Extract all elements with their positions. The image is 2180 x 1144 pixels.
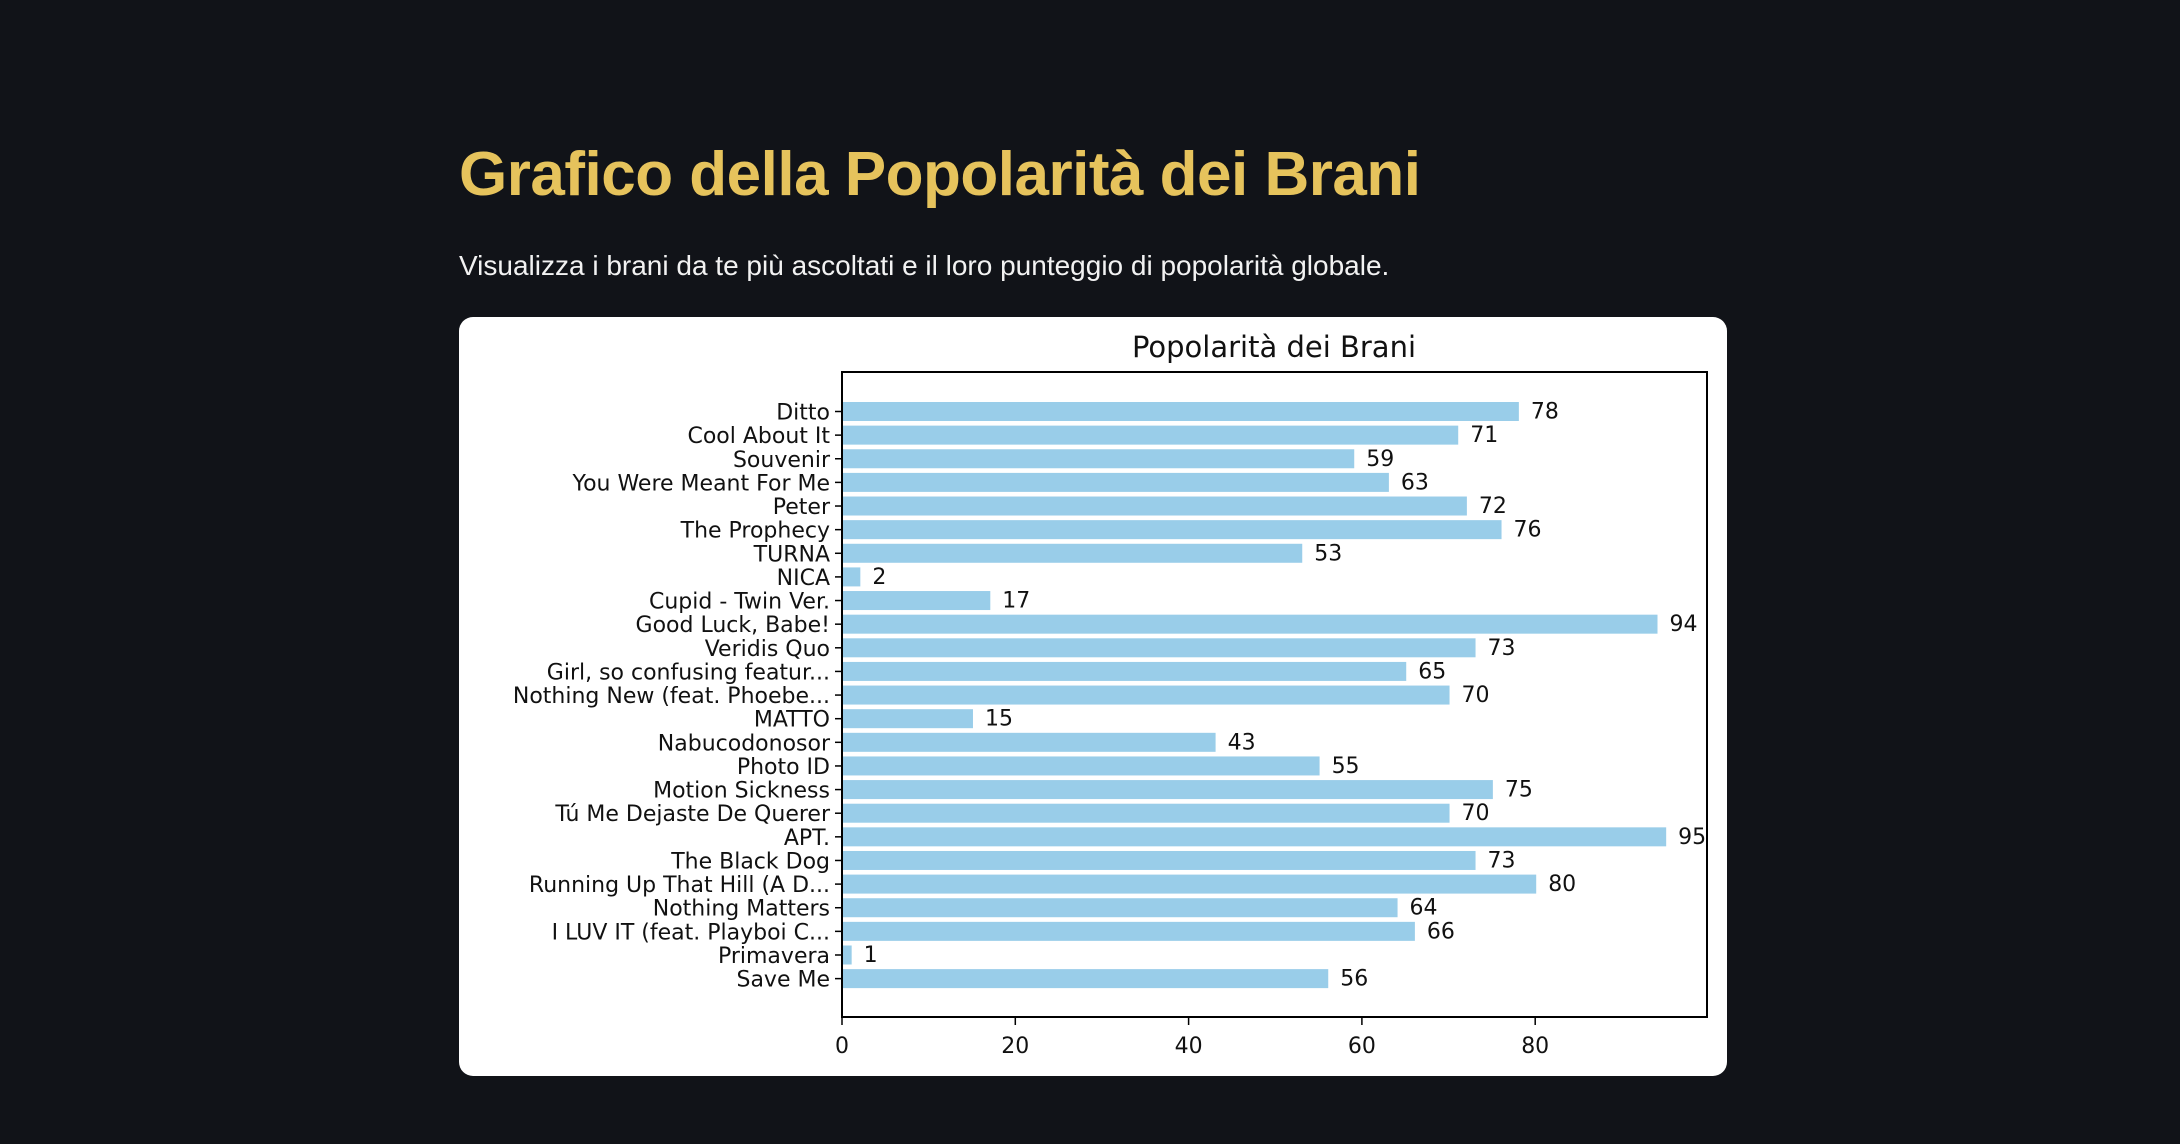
value-label: 72	[1479, 494, 1507, 519]
value-label: 94	[1670, 612, 1698, 637]
value-label: 70	[1462, 683, 1490, 708]
y-tick-label: The Prophecy	[680, 519, 830, 544]
value-label: 2	[872, 565, 886, 590]
bar	[843, 898, 1398, 918]
y-tick-label: Primavera	[718, 944, 830, 969]
value-label: 59	[1366, 447, 1394, 472]
bar	[843, 425, 1459, 445]
value-label: 70	[1462, 801, 1490, 826]
value-label: 64	[1410, 896, 1438, 921]
y-tick-label: Veridis Quo	[705, 637, 830, 662]
y-tick-label: Cool About It	[687, 424, 830, 449]
y-tick-label: Nabucodonosor	[658, 731, 831, 756]
y-tick-label: Good Luck, Babe!	[636, 613, 830, 638]
bar	[843, 543, 1303, 563]
value-labels: 78 71 59 63 72 76 53 2 17 94 73 65 70 15 43 55 75 70 95 73 8…	[864, 400, 1707, 992]
bar	[843, 732, 1216, 752]
value-label: 71	[1470, 423, 1498, 448]
y-tick-label: Peter	[773, 495, 831, 520]
value-label: 43	[1228, 730, 1256, 755]
bar	[843, 520, 1502, 540]
y-tick-label: The Black Dog	[670, 849, 830, 874]
bar	[843, 614, 1658, 634]
bar	[843, 756, 1320, 776]
value-label: 15	[985, 707, 1013, 732]
value-label: 63	[1401, 470, 1429, 495]
bar	[843, 567, 861, 587]
chart-card: Popolarità dei Brani Ditto Cool About It S…	[459, 317, 1727, 1076]
value-label: 65	[1418, 659, 1446, 684]
value-label: 73	[1488, 848, 1516, 873]
bars-group	[843, 402, 1667, 989]
value-label: 75	[1505, 778, 1533, 803]
bar	[843, 496, 1467, 516]
y-tick-label: Tú Me Dejaste De Querer	[554, 802, 831, 827]
bar	[843, 449, 1355, 469]
x-tick-label: 40	[1175, 1034, 1203, 1059]
plot-frame	[841, 371, 1708, 1018]
bar	[843, 850, 1476, 870]
bar	[843, 709, 973, 729]
bar	[843, 803, 1450, 823]
value-label: 1	[864, 943, 878, 968]
y-tick-label: Ditto	[776, 401, 830, 426]
bar	[843, 402, 1519, 421]
y-tick-label: APT.	[784, 826, 830, 851]
y-tick-label: Photo ID	[737, 755, 830, 780]
x-tick-label: 80	[1521, 1034, 1549, 1059]
bar	[843, 472, 1389, 492]
page-subtitle: Visualizza i brani da te più ascoltati e…	[459, 250, 1390, 281]
value-label: 53	[1314, 541, 1342, 566]
value-label: 78	[1531, 400, 1559, 425]
value-label: 95	[1678, 825, 1706, 850]
bar	[843, 921, 1415, 941]
y-tick-label: Nothing New (feat. Phoebe...	[513, 684, 830, 709]
y-tick-label: Nothing Matters	[653, 897, 830, 922]
bar	[843, 591, 991, 611]
y-tick-label: Souvenir	[733, 448, 831, 473]
bar	[843, 874, 1537, 894]
y-tick-label: TURNA	[753, 542, 830, 567]
x-tick-label: 60	[1348, 1034, 1376, 1059]
y-tick-label: I LUV IT (feat. Playboi C...	[552, 920, 830, 945]
value-label: 56	[1340, 967, 1368, 992]
y-tick-label: Motion Sickness	[653, 779, 830, 804]
y-tick-label: Save Me	[736, 968, 830, 993]
bar	[843, 969, 1329, 989]
bar	[843, 780, 1493, 800]
value-label: 80	[1548, 872, 1576, 897]
x-tick-label: 0	[835, 1034, 849, 1059]
x-tick-label: 20	[1001, 1034, 1029, 1059]
y-tick-label: Running Up That Hill (A D...	[529, 873, 830, 898]
chart-title: Popolarità dei Brani	[1132, 330, 1416, 364]
value-label: 66	[1427, 919, 1455, 944]
y-tick-label: Girl, so confusing featur...	[547, 660, 830, 685]
value-label: 55	[1332, 754, 1360, 779]
y-tick-label: MATTO	[754, 708, 830, 733]
bar	[843, 685, 1450, 705]
value-label: 73	[1488, 636, 1516, 661]
bar	[843, 827, 1667, 847]
y-tick-label: NICA	[777, 566, 830, 591]
y-tick-label: You Were Meant For Me	[572, 471, 830, 496]
y-tick-label: Cupid - Twin Ver.	[649, 590, 830, 615]
bar	[843, 661, 1407, 681]
page-title: Grafico della Popolarità dei Brani	[459, 140, 1421, 209]
value-label: 17	[1002, 589, 1030, 614]
x-axis-ticks: 0 20 40 60 80	[835, 1017, 1549, 1059]
value-label: 76	[1514, 518, 1542, 543]
bar	[843, 638, 1476, 658]
bar	[843, 945, 852, 965]
